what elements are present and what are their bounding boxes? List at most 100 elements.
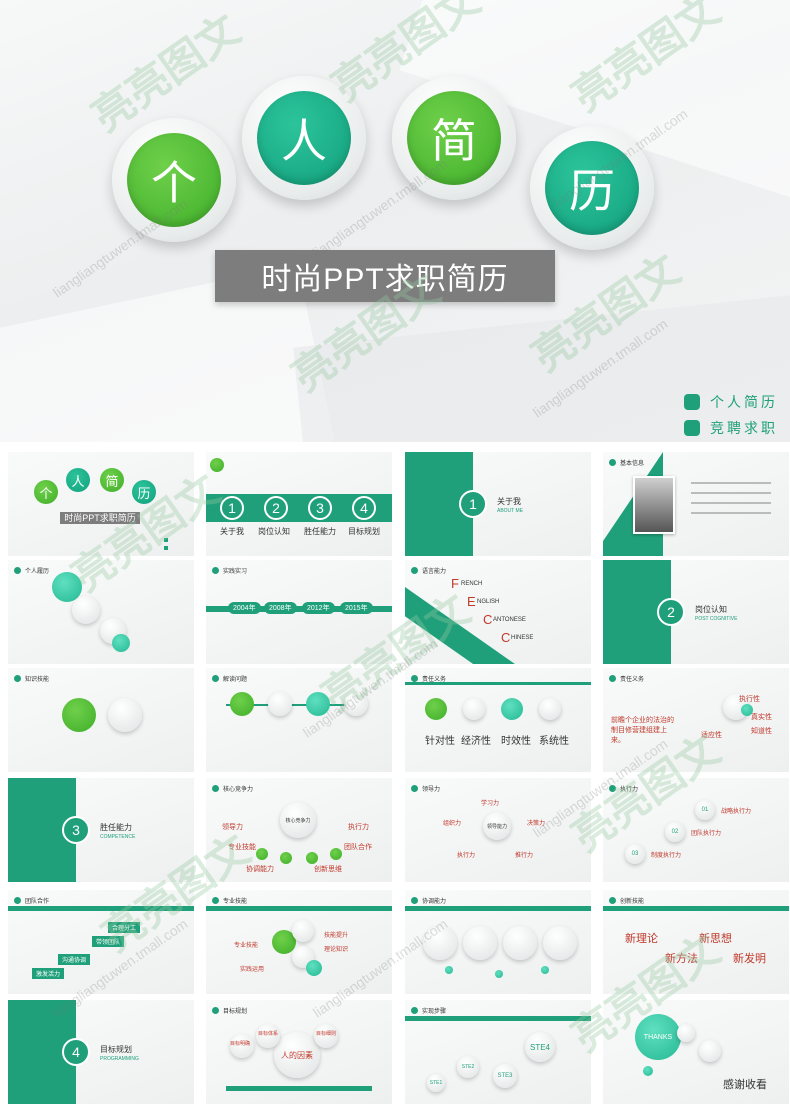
thumb-header: 语言能力 xyxy=(411,566,446,575)
thumb-tag: 专业技能 xyxy=(228,844,256,851)
portrait-image xyxy=(633,476,675,534)
thumb-subtitle: 时尚PPT求职简历 xyxy=(60,512,140,524)
thumb-tag: 学习力 xyxy=(481,801,500,807)
thumb-circle xyxy=(306,692,330,716)
thumb-circle xyxy=(344,692,368,716)
hero-slide: 个 人 简 历 时尚PPT求职简历 个人简历 竞聘求职 xyxy=(0,0,790,442)
thumb-circle xyxy=(306,852,318,864)
thumb-band xyxy=(226,1086,372,1091)
thumb-circle xyxy=(52,572,82,602)
slide-thumb-15[interactable]: 领导力 领导能力 学习力 决策力 组织力 推行力 执行力 xyxy=(405,778,591,882)
thumb-tag: 新思想 xyxy=(699,933,732,945)
thumb-circle xyxy=(425,698,447,720)
thumb-center: 领导能力 xyxy=(483,812,511,840)
hero-char-3: 简 xyxy=(406,90,502,186)
slide-thumb-3[interactable]: 1 关于我 ABOUT ME xyxy=(405,452,591,556)
thumb-tag: 目标明确 xyxy=(230,1041,251,1047)
thumb-label: 目标规划 xyxy=(348,527,380,536)
slide-thumb-9[interactable]: 知识技能 xyxy=(8,668,194,772)
slide-thumb-22[interactable]: 目标规划 人的因素 目标明确 目标体系 目标细则 xyxy=(206,1000,392,1104)
legend-item-1: 个人简历 xyxy=(684,392,778,412)
thumb-char: 历 xyxy=(132,480,156,504)
thumb-circle xyxy=(677,1024,695,1042)
thumb-tag: 战略执行力 xyxy=(721,809,752,815)
thumb-circle xyxy=(463,698,485,720)
thumb-tag: 协调能力 xyxy=(246,866,274,873)
thumb-circle xyxy=(741,704,753,716)
slide-thumb-10[interactable]: 解读问题 xyxy=(206,668,392,772)
thumb-circle xyxy=(543,926,577,960)
thumb-closing-text: 感谢收看 xyxy=(723,1078,767,1091)
slide-thumb-17[interactable]: 团队合作 合理分工 带领团队 沟通协调 激发活力 xyxy=(8,890,194,994)
slide-thumb-11[interactable]: 责任义务 针对性 经济性 时效性 系统性 xyxy=(405,668,591,772)
thumb-num: 01 xyxy=(695,800,715,820)
thumb-logo-icon xyxy=(210,458,224,472)
thumb-header: 执行力 xyxy=(609,784,638,793)
slide-thumb-20[interactable]: 创新技能 新理论 新思想 新方法 新发明 xyxy=(603,890,789,994)
thumb-header: 专业技能 xyxy=(212,896,247,905)
thumb-header: 协调能力 xyxy=(411,896,446,905)
thumb-num: 2 xyxy=(657,598,685,626)
hero-bubble-4: 历 xyxy=(530,126,654,250)
slide-thumb-2[interactable]: 1 2 3 4 关于我 岗位认知 胜任能力 目标规划 xyxy=(206,452,392,556)
thumb-char: 个 xyxy=(34,480,58,504)
thumb-letter: C xyxy=(483,612,493,627)
thumb-year: 2012年 xyxy=(302,602,335,614)
thumb-circle xyxy=(280,852,292,864)
slide-thumb-16[interactable]: 执行力 01 02 03 战略执行力 团队执行力 制度执行力 xyxy=(603,778,789,882)
thumb-year: 2015年 xyxy=(340,602,373,614)
thumb-sublabel: PROGRAMMING xyxy=(100,1056,139,1062)
thumb-label: 关于我 xyxy=(497,497,521,506)
thumb-tag: 理论知识 xyxy=(324,947,349,953)
thumb-thanks: THANKS xyxy=(635,1014,681,1060)
thumb-word: ANTONESE xyxy=(493,617,526,623)
legend-swatch-icon xyxy=(684,394,700,410)
slide-thumb-18[interactable]: 专业技能 专业技能 技能提升 理论知识 实践运用 xyxy=(206,890,392,994)
thumb-header: 个人履历 xyxy=(14,566,49,575)
slide-thumb-6[interactable]: 实践实习 2004年 2008年 2012年 2015年 xyxy=(206,560,392,664)
thumb-tag: 执行性 xyxy=(739,696,760,703)
slide-thumb-24[interactable]: THANKS 感谢收看 xyxy=(603,1000,789,1104)
thumb-line xyxy=(691,502,771,504)
thumb-label: 岗位认知 xyxy=(258,527,290,536)
thumb-letter: F xyxy=(451,576,459,591)
thumb-label: 时效性 xyxy=(501,736,531,747)
thumb-tag: 新方法 xyxy=(665,953,698,965)
thumb-letter: E xyxy=(467,594,476,609)
thumb-circle xyxy=(230,692,254,716)
thumb-circle xyxy=(306,960,322,976)
thumb-header: 领导力 xyxy=(411,784,440,793)
thumb-step: STE2 xyxy=(457,1056,479,1078)
thumb-num: 3 xyxy=(62,816,90,844)
thumb-circle xyxy=(699,1040,721,1062)
slide-thumb-21[interactable]: 4 目标规划 PROGRAMMING xyxy=(8,1000,194,1104)
thumb-tag: 适应性 xyxy=(701,732,722,739)
slide-thumb-1[interactable]: 个 人 简 历 时尚PPT求职简历 xyxy=(8,452,194,556)
hero-bubble-3: 简 xyxy=(392,76,516,200)
thumb-tag: 推行力 xyxy=(515,853,534,859)
thumb-step: STE3 xyxy=(493,1064,517,1088)
thumb-circle xyxy=(72,596,100,624)
thumb-sublabel: POST COGNITIVE xyxy=(695,616,738,622)
slide-thumb-12[interactable]: 责任义务 前瞻个企业的法治的制目修营建组建上来。 适应性 执行性 真实性 知道性 xyxy=(603,668,789,772)
thumb-word: NGLISH xyxy=(477,599,500,605)
slide-thumb-14[interactable]: 核心竞争力 核心竞争力 领导力 执行力 专业技能 团队合作 协调能力 创新思维 xyxy=(206,778,392,882)
slide-thumb-5[interactable]: 个人履历 xyxy=(8,560,194,664)
thumb-circle xyxy=(256,1024,280,1048)
thumb-tag: 实践运用 xyxy=(240,967,265,973)
slide-thumb-7[interactable]: 语言能力 F RENCH E NGLISH C ANTONESE C HINES… xyxy=(405,560,591,664)
slide-thumb-23[interactable]: 实现步骤 STE1 STE2 STE3 STE4 xyxy=(405,1000,591,1104)
slide-thumb-4[interactable]: 基本信息 xyxy=(603,452,789,556)
thumb-circle xyxy=(230,1034,254,1058)
thumb-char: 简 xyxy=(100,468,124,492)
thumb-circle xyxy=(314,1024,338,1048)
thumb-header: 实践实习 xyxy=(212,566,247,575)
thumb-tag: 创新思维 xyxy=(314,866,342,873)
thumb-circle xyxy=(503,926,537,960)
slide-thumb-19[interactable]: 协调能力 xyxy=(405,890,591,994)
slide-thumb-8[interactable]: 2 岗位认知 POST COGNITIVE xyxy=(603,560,789,664)
thumb-tag: 目标细则 xyxy=(316,1031,337,1037)
slide-thumb-13[interactable]: 3 胜任能力 COMPETENCE xyxy=(8,778,194,882)
hero-subtitle: 时尚PPT求职简历 xyxy=(215,250,555,302)
thumb-char: 人 xyxy=(66,468,90,492)
